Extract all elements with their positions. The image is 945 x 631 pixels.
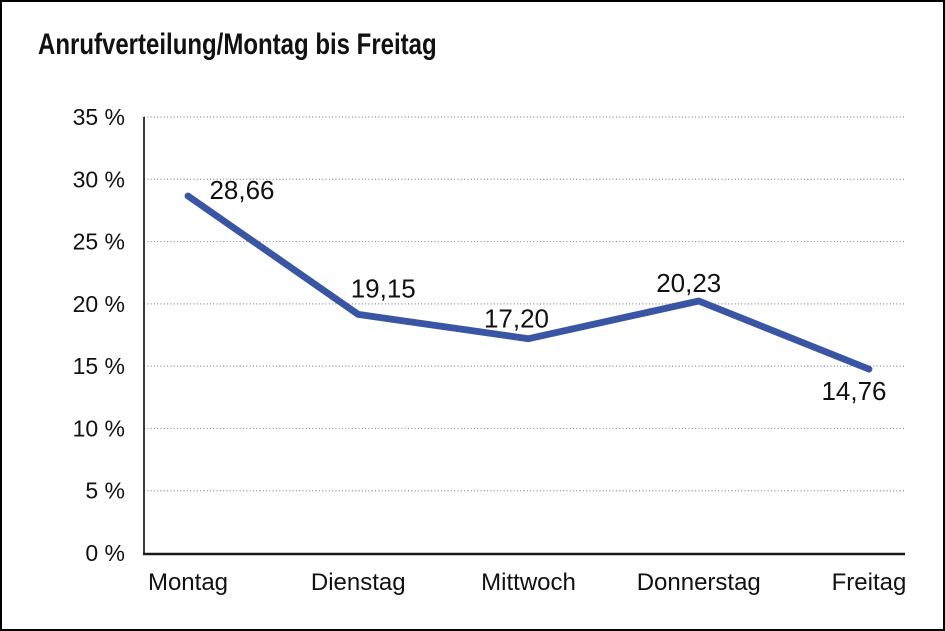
y-tick-label: 0 % <box>85 540 125 566</box>
y-tick-label: 5 % <box>85 478 125 504</box>
series-line <box>184 192 873 373</box>
y-tick-label: 25 % <box>73 229 125 255</box>
data-point-label: 20,23 <box>656 268 721 298</box>
data-point-label: 14,76 <box>821 376 886 406</box>
chart-title: Anrufverteilung/Montag bis Freitag <box>38 28 437 61</box>
y-tick-label: 30 % <box>73 166 125 192</box>
x-axis-label: Mittwoch <box>481 569 576 596</box>
y-tick-label: 15 % <box>73 353 125 379</box>
x-axis-label: Montag <box>148 569 228 596</box>
data-point-label: 19,15 <box>351 273 416 303</box>
data-point-label: 17,20 <box>484 304 549 334</box>
y-tick-label: 20 % <box>73 291 125 317</box>
x-axis-label: Donnerstag <box>637 569 761 596</box>
x-axis-label: Dienstag <box>311 569 406 596</box>
data-point-label: 28,66 <box>209 175 274 205</box>
x-axis-label: Freitag <box>832 569 907 596</box>
y-tick-label: 10 % <box>73 415 125 441</box>
y-tick-label: 35 % <box>73 104 125 130</box>
